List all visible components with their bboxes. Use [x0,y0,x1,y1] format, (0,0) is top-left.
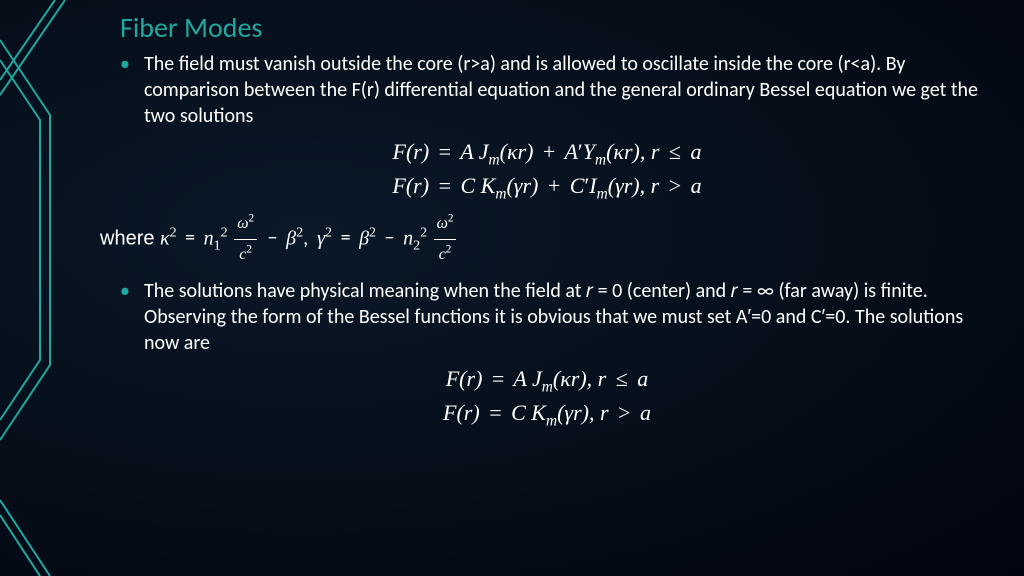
where-line: where κ2 = n12 ω2c2 − β2, γ2 = β2 − n22 … [100,209,994,270]
equation-block-1: F(r) = A Jm(κr) + A′Ym(κr), r ≤ a F(r) =… [100,135,994,203]
equation-3: F(r) = A Jm(κr), r ≤ a [100,362,994,396]
slide-title: Fiber Modes [120,10,994,45]
equation-block-2: F(r) = A Jm(κr), r ≤ a F(r) = C Km(γr), … [100,362,994,430]
where-label: where [100,227,160,249]
bullet-1-text: The field must vanish outside the core (… [144,51,994,129]
bullet-2: • The solutions have physical meaning wh… [120,278,994,356]
bullet-icon: • [120,51,130,129]
equation-4: F(r) = C Km(γr), r > a [100,396,994,430]
bullet-2-text: The solutions have physical meaning when… [144,278,994,356]
equation-1: F(r) = A Jm(κr) + A′Ym(κr), r ≤ a [100,135,994,169]
bullet-icon: • [120,278,130,356]
bullet-1: • The field must vanish outside the core… [120,51,994,129]
equation-2: F(r) = C Km(γr) + C′Im(γr), r > a [100,169,994,203]
slide-content: Fiber Modes • The field must vanish outs… [100,10,994,436]
